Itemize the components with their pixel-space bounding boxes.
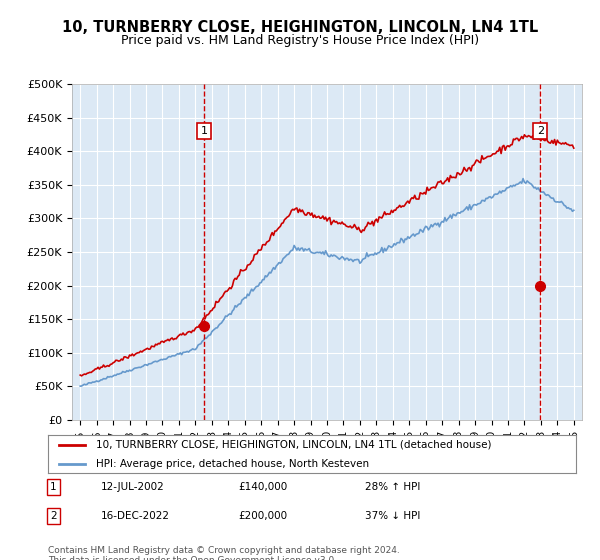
Text: 37% ↓ HPI: 37% ↓ HPI (365, 511, 420, 521)
Text: 1: 1 (200, 126, 208, 136)
Text: 16-DEC-2022: 16-DEC-2022 (101, 511, 170, 521)
Text: 10, TURNBERRY CLOSE, HEIGHINGTON, LINCOLN, LN4 1TL (detached house): 10, TURNBERRY CLOSE, HEIGHINGTON, LINCOL… (95, 440, 491, 450)
Text: 2: 2 (50, 511, 56, 521)
Text: Price paid vs. HM Land Registry's House Price Index (HPI): Price paid vs. HM Land Registry's House … (121, 34, 479, 46)
Text: 1: 1 (50, 482, 56, 492)
Text: Contains HM Land Registry data © Crown copyright and database right 2024.
This d: Contains HM Land Registry data © Crown c… (48, 546, 400, 560)
Text: £200,000: £200,000 (238, 511, 287, 521)
Text: 12-JUL-2002: 12-JUL-2002 (101, 482, 164, 492)
Text: 10, TURNBERRY CLOSE, HEIGHINGTON, LINCOLN, LN4 1TL: 10, TURNBERRY CLOSE, HEIGHINGTON, LINCOL… (62, 20, 538, 35)
Text: 28% ↑ HPI: 28% ↑ HPI (365, 482, 420, 492)
Text: 2: 2 (536, 126, 544, 136)
Text: £140,000: £140,000 (238, 482, 287, 492)
Text: HPI: Average price, detached house, North Kesteven: HPI: Average price, detached house, Nort… (95, 459, 368, 469)
